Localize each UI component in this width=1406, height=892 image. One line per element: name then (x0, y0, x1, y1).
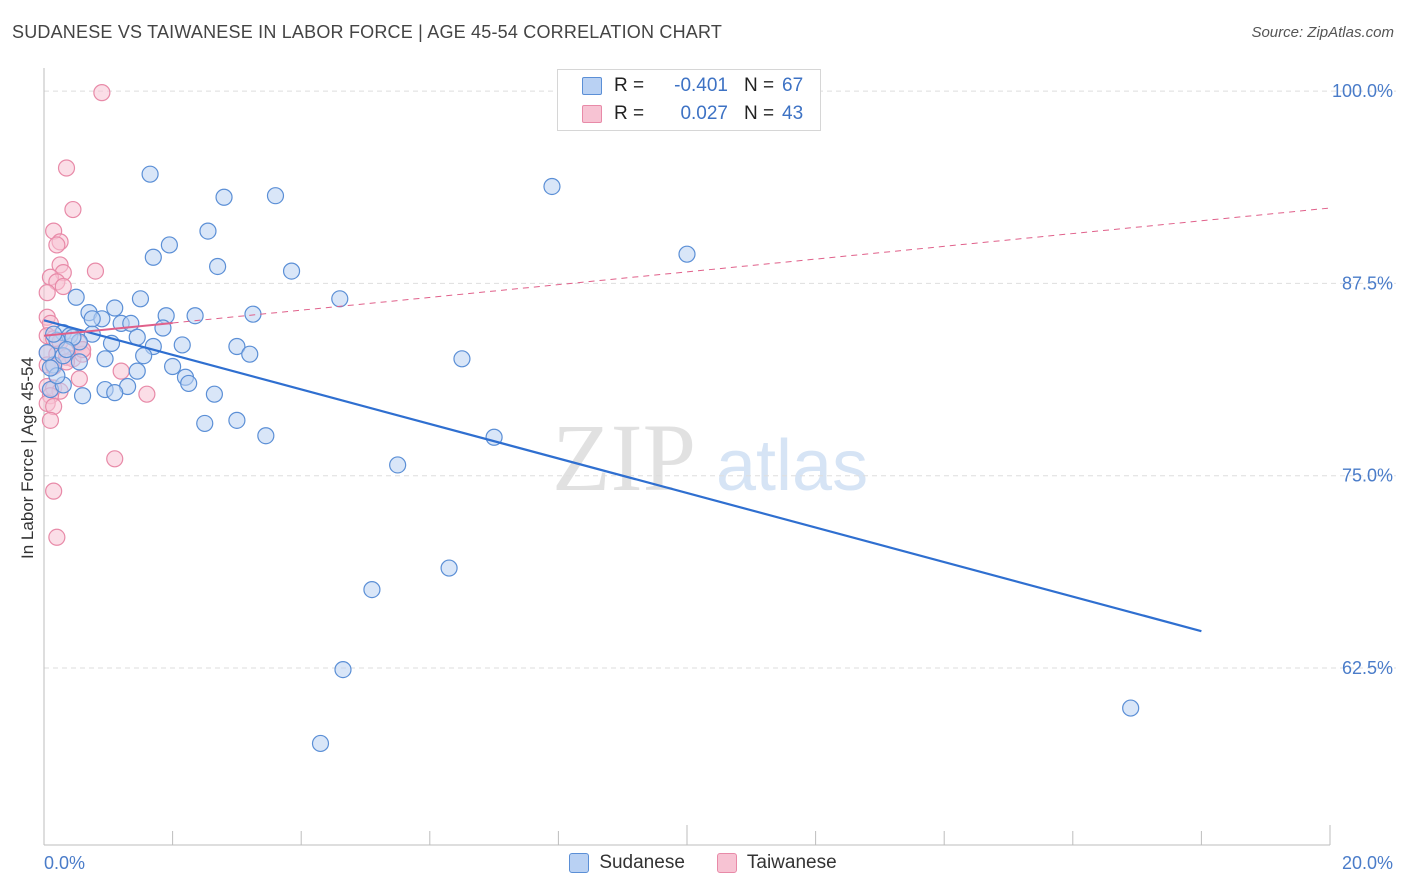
legend-swatch-taiwanese (582, 105, 602, 123)
trend-lines (43, 207, 1331, 633)
taiwanese-point (38, 284, 56, 302)
sudanese-point (205, 385, 223, 403)
x-tick-label: 0.0% (44, 853, 85, 873)
taiwanese-point (112, 362, 130, 380)
sudanese-point (180, 374, 198, 393)
x-tick-label: 20.0% (1342, 853, 1393, 873)
sudanese-point (106, 384, 124, 402)
sudanese-point (334, 660, 352, 679)
watermark: ZIP atlas (552, 404, 868, 511)
sudanese-point (38, 344, 56, 362)
legend-r-value: -0.401 (674, 75, 728, 96)
legend-n-value: 67 (782, 75, 804, 96)
legend-item-sudanese[interactable]: Sudanese (569, 852, 685, 874)
legend-row-taiwanese: R = 0.027 N = 43 (582, 101, 803, 127)
y-tick-label: 62.5% (1342, 658, 1393, 678)
legend-row-sudanese: R = -0.401 N = 67 (582, 73, 803, 99)
sudanese-point (70, 353, 88, 371)
taiwanese-trend-line-dashed (172, 207, 1331, 324)
legend-item-taiwanese[interactable]: Taiwanese (716, 852, 837, 874)
legend-r-label: R = (614, 103, 645, 124)
sudanese-point (678, 245, 696, 263)
taiwanese-point (48, 528, 66, 546)
sudanese-point (257, 427, 275, 445)
sudanese-point (57, 340, 76, 359)
legend-n-label: N = (744, 75, 775, 96)
sudanese-point (96, 350, 114, 368)
sudanese-point (128, 362, 146, 380)
taiwanese-point (86, 262, 105, 280)
legend-r-value: 0.027 (680, 103, 728, 124)
taiwanese-point (64, 200, 82, 219)
y-tick-label: 87.5% (1342, 273, 1393, 293)
chart-source: Source: ZipAtlas.com (1251, 24, 1394, 41)
legend-label-sudanese: Sudanese (599, 852, 685, 873)
sudanese-point (144, 248, 162, 266)
sudanese-trend-line (43, 319, 1202, 633)
sudanese-point (173, 336, 191, 354)
taiwanese-point (48, 236, 66, 254)
sudanese-point (363, 580, 381, 599)
grid-lines (44, 90, 1396, 669)
chart-title: SUDANESE VS TAIWANESE IN LABOR FORCE | A… (12, 22, 723, 42)
legend-n-value: 43 (782, 103, 804, 124)
sudanese-point (215, 188, 233, 206)
sudanese-point (311, 734, 330, 753)
taiwanese-point (93, 84, 111, 102)
taiwanese-point (41, 411, 60, 429)
legend-n-label: N = (744, 103, 775, 124)
taiwanese-point (45, 482, 63, 500)
taiwanese-trend-line-solid (43, 321, 173, 337)
sudanese-point (282, 262, 301, 280)
tick-labels: 62.5% 75.0% 87.5% 100.0% 0.0% 20.0% (44, 81, 1393, 873)
sudanese-point (228, 337, 246, 356)
sudanese-point (106, 299, 124, 317)
sudanese-point (67, 288, 85, 306)
y-tick-label: 100.0% (1332, 81, 1393, 101)
axes (43, 68, 1331, 846)
legend-swatch-sudanese (569, 853, 590, 873)
watermark-atlas: atlas (716, 426, 868, 506)
legend-swatch-sudanese (582, 77, 602, 95)
sudanese-point (131, 290, 150, 308)
sudanese-point (241, 345, 259, 363)
taiwanese-point (70, 370, 88, 388)
y-tick-label: 75.0% (1342, 466, 1393, 486)
sudanese-point (453, 350, 471, 368)
sudanese-point (164, 357, 182, 376)
taiwanese-point (57, 159, 76, 177)
taiwanese-point (138, 385, 156, 403)
sudanese-point (266, 187, 285, 205)
sudanese-point (331, 290, 349, 308)
sudanese-point (199, 222, 217, 240)
sudanese-point (41, 359, 60, 377)
sudanese-point (196, 414, 214, 433)
sudanese-point (83, 310, 101, 328)
sudanese-point (209, 257, 227, 276)
sudanese-point (440, 559, 458, 577)
taiwanese-point (106, 450, 124, 468)
sudanese-point (228, 411, 246, 429)
sudanese-point (244, 305, 262, 323)
series-legend: Sudanese Taiwanese (0, 852, 1406, 874)
sudanese-point (135, 347, 153, 365)
sudanese-point (1122, 699, 1140, 717)
legend-label-taiwanese: Taiwanese (746, 852, 837, 873)
sudanese-point (141, 165, 159, 183)
legend-swatch-taiwanese (716, 853, 737, 873)
taiwanese-point (54, 277, 72, 296)
watermark-zip: ZIP (552, 404, 696, 511)
sudanese-point (186, 307, 204, 325)
sudanese-point (160, 236, 178, 254)
sudanese-point (389, 456, 407, 474)
legend-r-label: R = (614, 75, 645, 96)
sudanese-point (73, 387, 92, 405)
sudanese-point (543, 177, 561, 196)
correlation-legend: R = -0.401 N = 67 R = 0.027 N = 43 (557, 69, 821, 131)
